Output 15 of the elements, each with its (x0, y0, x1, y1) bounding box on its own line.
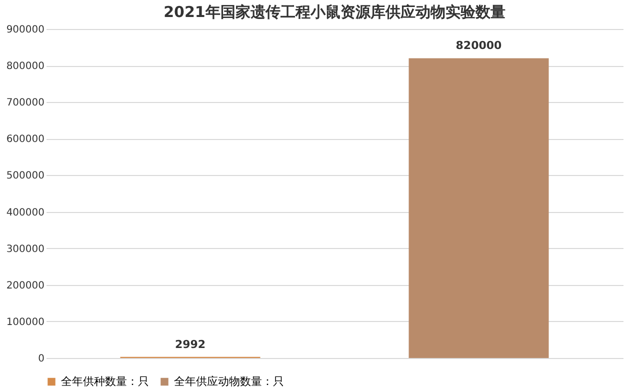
y-tick-label: 100000 (6, 316, 44, 328)
y-tick-label: 200000 (6, 280, 44, 292)
y-tick-label: 500000 (6, 170, 44, 182)
y-tick-label: 900000 (6, 24, 44, 36)
legend-label: 全年供应动物数量：只 (174, 374, 284, 388)
data-label: 2992 (174, 338, 206, 351)
y-tick-label: 700000 (6, 98, 44, 109)
y-tick-label: 800000 (6, 61, 44, 72)
y-tick-label: 600000 (6, 134, 44, 146)
data-label: 820000 (456, 39, 502, 52)
y-tick-label: 300000 (6, 244, 44, 255)
chart-title: 2021年国家遗传工程小鼠资源库供应动物实验数量 (164, 3, 506, 21)
legend-label: 全年供种数量：只 (61, 374, 149, 388)
y-tick-label: 0 (38, 354, 44, 364)
y-tick-label: 400000 (6, 207, 44, 218)
